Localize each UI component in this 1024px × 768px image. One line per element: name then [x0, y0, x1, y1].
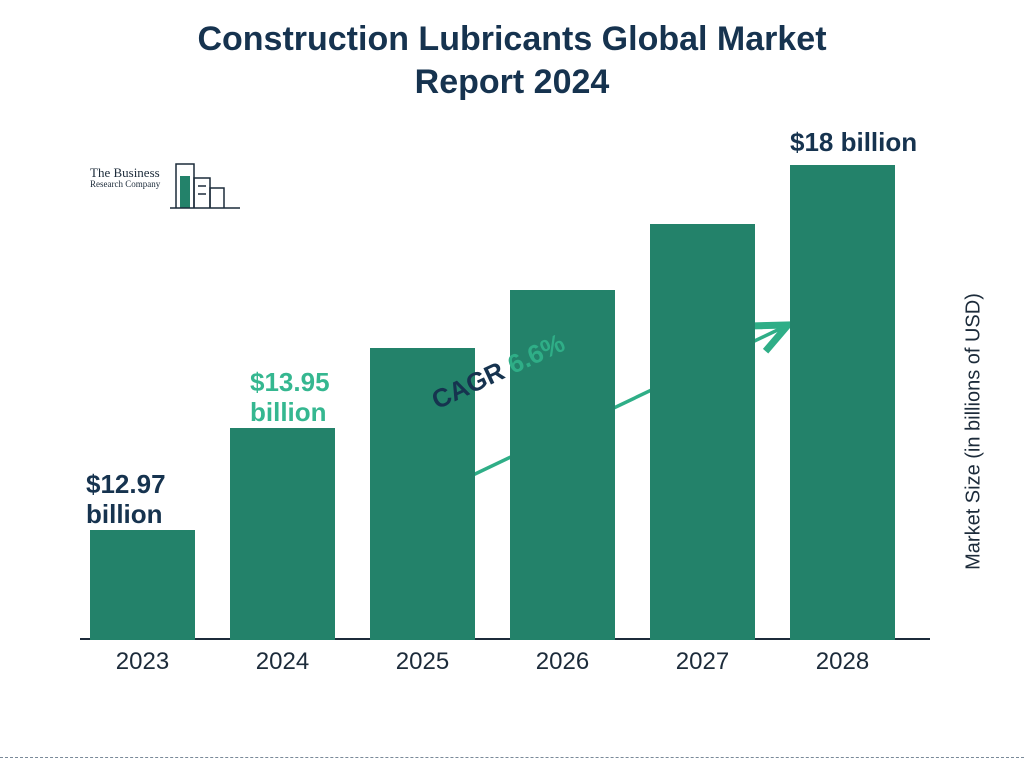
callout-2024: $13.95 billion	[250, 368, 330, 428]
bar-2027	[650, 224, 755, 640]
callout-2023: $12.97 billion	[86, 470, 166, 530]
callout-2028-text: $18 billion	[790, 127, 917, 157]
bar-2028	[790, 165, 895, 640]
callout-2023-l1: $12.97	[86, 469, 166, 499]
chart-container: Construction Lubricants Global Market Re…	[0, 0, 1024, 768]
plot-area: 2023 2024 2025 2026 2027 2028	[80, 150, 930, 680]
xlabel-2027: 2027	[640, 648, 765, 676]
y-axis-label: Market Size (in billions of USD)	[963, 272, 986, 592]
callout-2024-l1: $13.95	[250, 367, 330, 397]
callout-2023-l2: billion	[86, 499, 163, 529]
xlabel-2024: 2024	[220, 648, 345, 676]
title-line1: Construction Lubricants Global Market	[197, 20, 826, 58]
bar-2024	[230, 428, 335, 640]
callout-2028: $18 billion	[790, 128, 917, 158]
footer-divider	[0, 757, 1024, 758]
xlabel-2028: 2028	[780, 648, 905, 676]
xlabel-2023: 2023	[80, 648, 205, 676]
xlabel-2025: 2025	[360, 648, 485, 676]
bar-2023	[90, 530, 195, 640]
xlabel-2026: 2026	[500, 648, 625, 676]
title-line2: Report 2024	[415, 63, 610, 101]
callout-2024-l2: billion	[250, 397, 327, 427]
chart-title: Construction Lubricants Global Market Re…	[0, 18, 1024, 103]
